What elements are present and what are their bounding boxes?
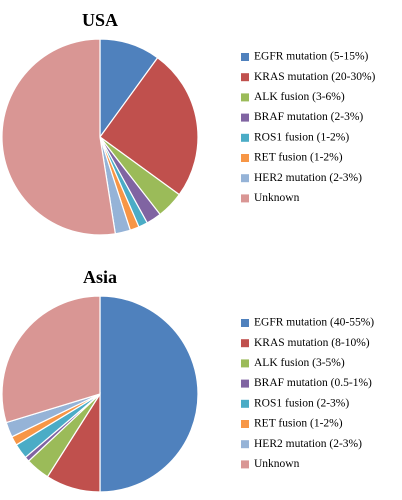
chart-title-usa: USA xyxy=(82,10,118,30)
legend-label-asia-egfr-mutation: EGFR mutation (40-55%) xyxy=(254,317,374,329)
legend-swatch-asia-alk-fusion xyxy=(241,359,249,368)
legend-swatch-usa-braf-mutation xyxy=(241,113,249,122)
legend-label-asia-ret-fusion: RET fusion (1-2%) xyxy=(254,418,343,430)
legend-label-usa-egfr-mutation: EGFR mutation (5-15%) xyxy=(254,51,369,63)
legend-label-usa-alk-fusion: ALK fusion (3-6%) xyxy=(254,91,345,103)
pie-slice-usa-unknown xyxy=(1,38,117,236)
legend-swatch-usa-ret-fusion xyxy=(241,154,249,162)
legend-swatch-usa-unknown xyxy=(241,194,249,203)
legend-swatch-usa-egfr-mutation xyxy=(241,53,249,61)
legend-label-usa-ros1-fusion: ROS1 fusion (1-2%) xyxy=(254,131,349,143)
legend-label-usa-braf-mutation: BRAF mutation (2-3%) xyxy=(254,111,363,123)
legend-swatch-asia-her2-mutation xyxy=(241,440,249,449)
legend-swatch-asia-kras-mutation xyxy=(241,339,249,348)
legend-label-usa-her2-mutation: HER2 mutation (2-3%) xyxy=(254,172,362,184)
legend-swatch-asia-braf-mutation xyxy=(241,379,249,388)
legend-swatch-asia-unknown xyxy=(241,460,249,469)
legend-swatch-usa-her2-mutation xyxy=(241,174,249,183)
legend-swatch-asia-ret-fusion xyxy=(241,420,249,428)
chart-usa: USA EGFR mutation (5-15%) KRAS mutation (2… xyxy=(1,10,376,236)
legend-label-asia-braf-mutation: BRAF mutation (0.5-1%) xyxy=(254,377,372,389)
legend-label-usa-kras-mutation: KRAS mutation (20-30%) xyxy=(254,71,376,83)
legend-swatch-usa-ros1-fusion xyxy=(241,133,249,142)
legend-swatch-asia-ros1-fusion xyxy=(241,399,249,408)
legend-swatch-asia-egfr-mutation xyxy=(241,319,249,327)
pie-slice-usa-kras-mutation xyxy=(99,56,199,196)
legend-label-asia-kras-mutation: KRAS mutation (8-10%) xyxy=(254,337,370,349)
legend-label-usa-ret-fusion: RET fusion (1-2%) xyxy=(254,152,343,164)
legend-label-usa-unknown: Unknown xyxy=(254,192,300,204)
legend-label-asia-alk-fusion: ALK fusion (3-5%) xyxy=(254,357,345,369)
legend-swatch-usa-alk-fusion xyxy=(241,93,249,102)
pie-slice-asia-egfr-mutation xyxy=(99,295,199,493)
legend-label-asia-ros1-fusion: ROS1 fusion (2-3%) xyxy=(254,397,349,409)
legend-label-asia-unknown: Unknown xyxy=(254,458,300,470)
chart-asia: Asia EGFR mutation (40-55%) KRAS mutation … xyxy=(1,267,374,493)
legend-label-asia-her2-mutation: HER2 mutation (2-3%) xyxy=(254,438,362,450)
pie-slice-asia-unknown xyxy=(1,295,101,424)
legend-swatch-usa-kras-mutation xyxy=(241,73,249,82)
chart-title-asia: Asia xyxy=(83,267,117,287)
